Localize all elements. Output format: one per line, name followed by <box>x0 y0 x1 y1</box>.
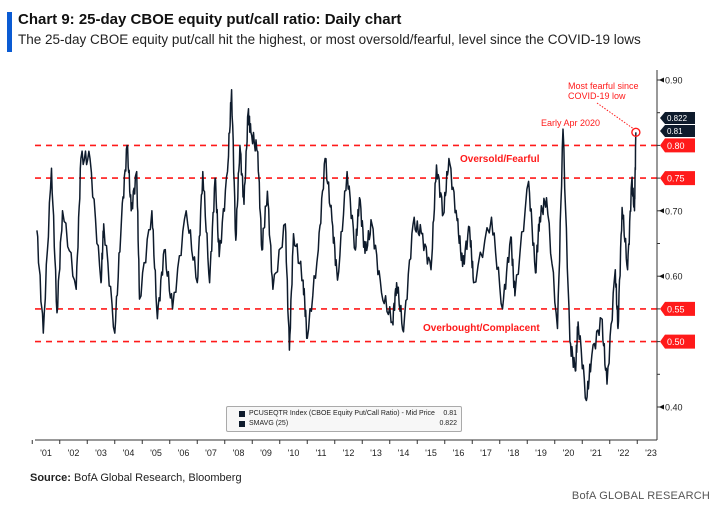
legend-value: 0.822 <box>439 420 457 427</box>
last-value-tag-label: 0.822 <box>667 114 688 123</box>
annotation-early-apr-2020: Early Apr 2020 <box>541 118 600 128</box>
threshold-tag-label: 0.55 <box>667 304 685 314</box>
annotation-leader-line <box>596 102 634 129</box>
x-tick-label: '08 <box>233 448 245 458</box>
x-tick-label: '05 <box>150 448 162 458</box>
last-value-tag <box>660 125 695 137</box>
x-tick-label: '17 <box>480 448 492 458</box>
source-text: BofA Global Research, Bloomberg <box>74 472 242 484</box>
x-tick-label: '16 <box>453 448 465 458</box>
annotation-circle-marker <box>631 127 641 138</box>
last-value-tag <box>660 112 695 124</box>
x-tick-label: '13 <box>370 448 382 458</box>
legend-value: 0.81 <box>443 410 457 417</box>
source-note: Source: BofA Global Research, Bloomberg <box>30 472 242 484</box>
x-tick-label: '15 <box>425 448 437 458</box>
x-tick-label: '14 <box>398 448 410 458</box>
legend: PCUSEQTR Index (CBOE Equity Put/Call Rat… <box>226 406 462 432</box>
x-tick-label: '22 <box>618 448 630 458</box>
y-tick-marker <box>659 208 664 214</box>
x-tick-label: '04 <box>123 448 135 458</box>
x-tick-label: '10 <box>288 448 300 458</box>
threshold-tag <box>660 138 695 153</box>
threshold-tag <box>660 171 695 186</box>
legend-swatch <box>239 410 245 417</box>
annotation-most-fearful-line1: Most fearful since <box>568 81 639 91</box>
threshold-tag-label: 0.75 <box>667 174 685 184</box>
chart-subtitle: The 25-day CBOE equity put/call hit the … <box>18 32 641 47</box>
x-tick-label: '19 <box>535 448 547 458</box>
annotation-most-fearful-line2: COVID-19 low <box>568 91 626 101</box>
x-tick-label: '18 <box>508 448 520 458</box>
threshold-tag-label: 0.50 <box>667 337 685 347</box>
source-label: Source: <box>30 472 71 484</box>
x-tick-label: '21 <box>590 448 602 458</box>
series-line <box>36 89 637 402</box>
x-tick-label: '11 <box>315 448 326 458</box>
x-tick-label: '06 <box>178 448 190 458</box>
zone-label-oversold: Oversold/Fearful <box>460 154 540 165</box>
y-tick-marker <box>659 77 664 83</box>
zone-label-overbought: Overbought/Complacent <box>423 323 540 334</box>
accent-bar <box>7 12 12 52</box>
chart-title: Chart 9: 25-day CBOE equity put/call rat… <box>18 11 402 28</box>
x-tick-label: '23 <box>645 448 657 458</box>
y-tick-label: 0.70 <box>665 206 683 216</box>
x-tick-label: '20 <box>563 448 575 458</box>
threshold-tag <box>660 301 695 316</box>
x-tick-label: '03 <box>95 448 107 458</box>
legend-label: SMAVG (25) <box>249 420 289 427</box>
footer-brand: BofA GLOBAL RESEARCH <box>571 490 710 502</box>
legend-entry-smavg: SMAVG (25) 0.822 <box>239 420 457 427</box>
threshold-tag-label: 0.80 <box>667 141 685 151</box>
y-tick-label: 0.60 <box>665 272 683 282</box>
threshold-tag <box>660 334 695 349</box>
y-tick-marker <box>659 404 664 410</box>
x-tick-label: '12 <box>343 448 355 458</box>
legend-label: PCUSEQTR Index (CBOE Equity Put/Call Rat… <box>249 410 435 417</box>
x-tick-label: '01 <box>40 448 52 458</box>
legend-entry-price: PCUSEQTR Index (CBOE Equity Put/Call Rat… <box>239 410 457 417</box>
x-tick-label: '07 <box>205 448 217 458</box>
y-tick-label: 0.40 <box>665 403 683 413</box>
x-tick-label: '09 <box>260 448 272 458</box>
last-value-tag-label: 0.81 <box>667 127 683 136</box>
y-tick-marker <box>659 273 664 279</box>
y-tick-label: 0.90 <box>665 76 683 86</box>
legend-swatch <box>239 420 245 427</box>
x-tick-label: '02 <box>68 448 80 458</box>
